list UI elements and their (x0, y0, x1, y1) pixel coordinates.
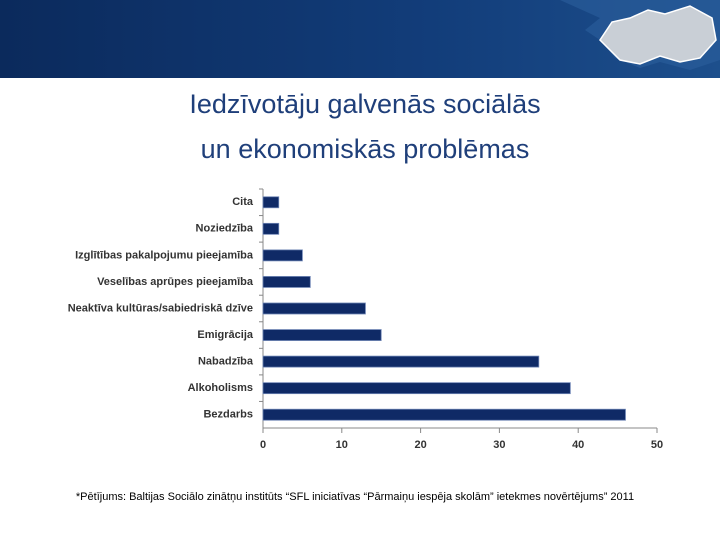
title-line: Iedzīvotāju galvenās sociālās (189, 89, 540, 119)
y-tick-label: Emigrācija (197, 329, 254, 341)
x-tick-label: 50 (651, 439, 663, 451)
y-tick-label: Neaktīva kultūras/sabiedriskā dzīve (68, 302, 253, 314)
bar (262, 302, 366, 315)
y-tick-label: Nabadzība (198, 356, 254, 368)
bar (262, 329, 382, 341)
y-tick-label: Veselības aprūpes pieejamība (97, 276, 254, 288)
x-tick-label: 40 (572, 439, 584, 451)
x-tick-label: 10 (336, 439, 348, 451)
bar (262, 196, 280, 209)
footnote: *Pētījums: Baltijas Sociālo zinātņu inst… (76, 491, 634, 503)
plot: 0 10 20 30 40 50 Cita Noziedzība Izglītības paka… (68, 188, 663, 451)
bar (262, 249, 303, 262)
bar (262, 408, 626, 421)
y-tick-label: Bezdarbs (203, 409, 253, 421)
banner-map (599, 5, 717, 65)
bar (262, 276, 311, 288)
x-tick-label: 20 (414, 439, 426, 451)
bar (262, 355, 540, 368)
y-tick-label: Alkoholisms (188, 382, 253, 394)
x-tick-label: 30 (493, 439, 505, 451)
y-tick-label: Izglītības pakalpojumu pieejamība (75, 249, 254, 261)
x-tick-label: 0 (260, 439, 266, 451)
y-tick-label: Noziedzība (196, 223, 254, 235)
bar (262, 222, 280, 235)
y-tick-label: Cita (232, 196, 254, 208)
bar (262, 382, 571, 395)
title-line: un ekonomiskās problēmas (201, 134, 530, 164)
